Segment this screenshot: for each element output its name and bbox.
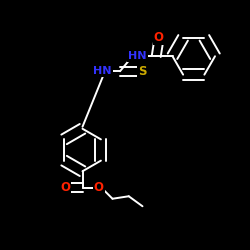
- Text: O: O: [94, 181, 104, 194]
- Text: S: S: [138, 65, 147, 78]
- Text: HN: HN: [93, 66, 112, 76]
- Text: HN: HN: [128, 51, 147, 61]
- Text: O: O: [154, 31, 164, 44]
- Text: O: O: [60, 181, 70, 194]
